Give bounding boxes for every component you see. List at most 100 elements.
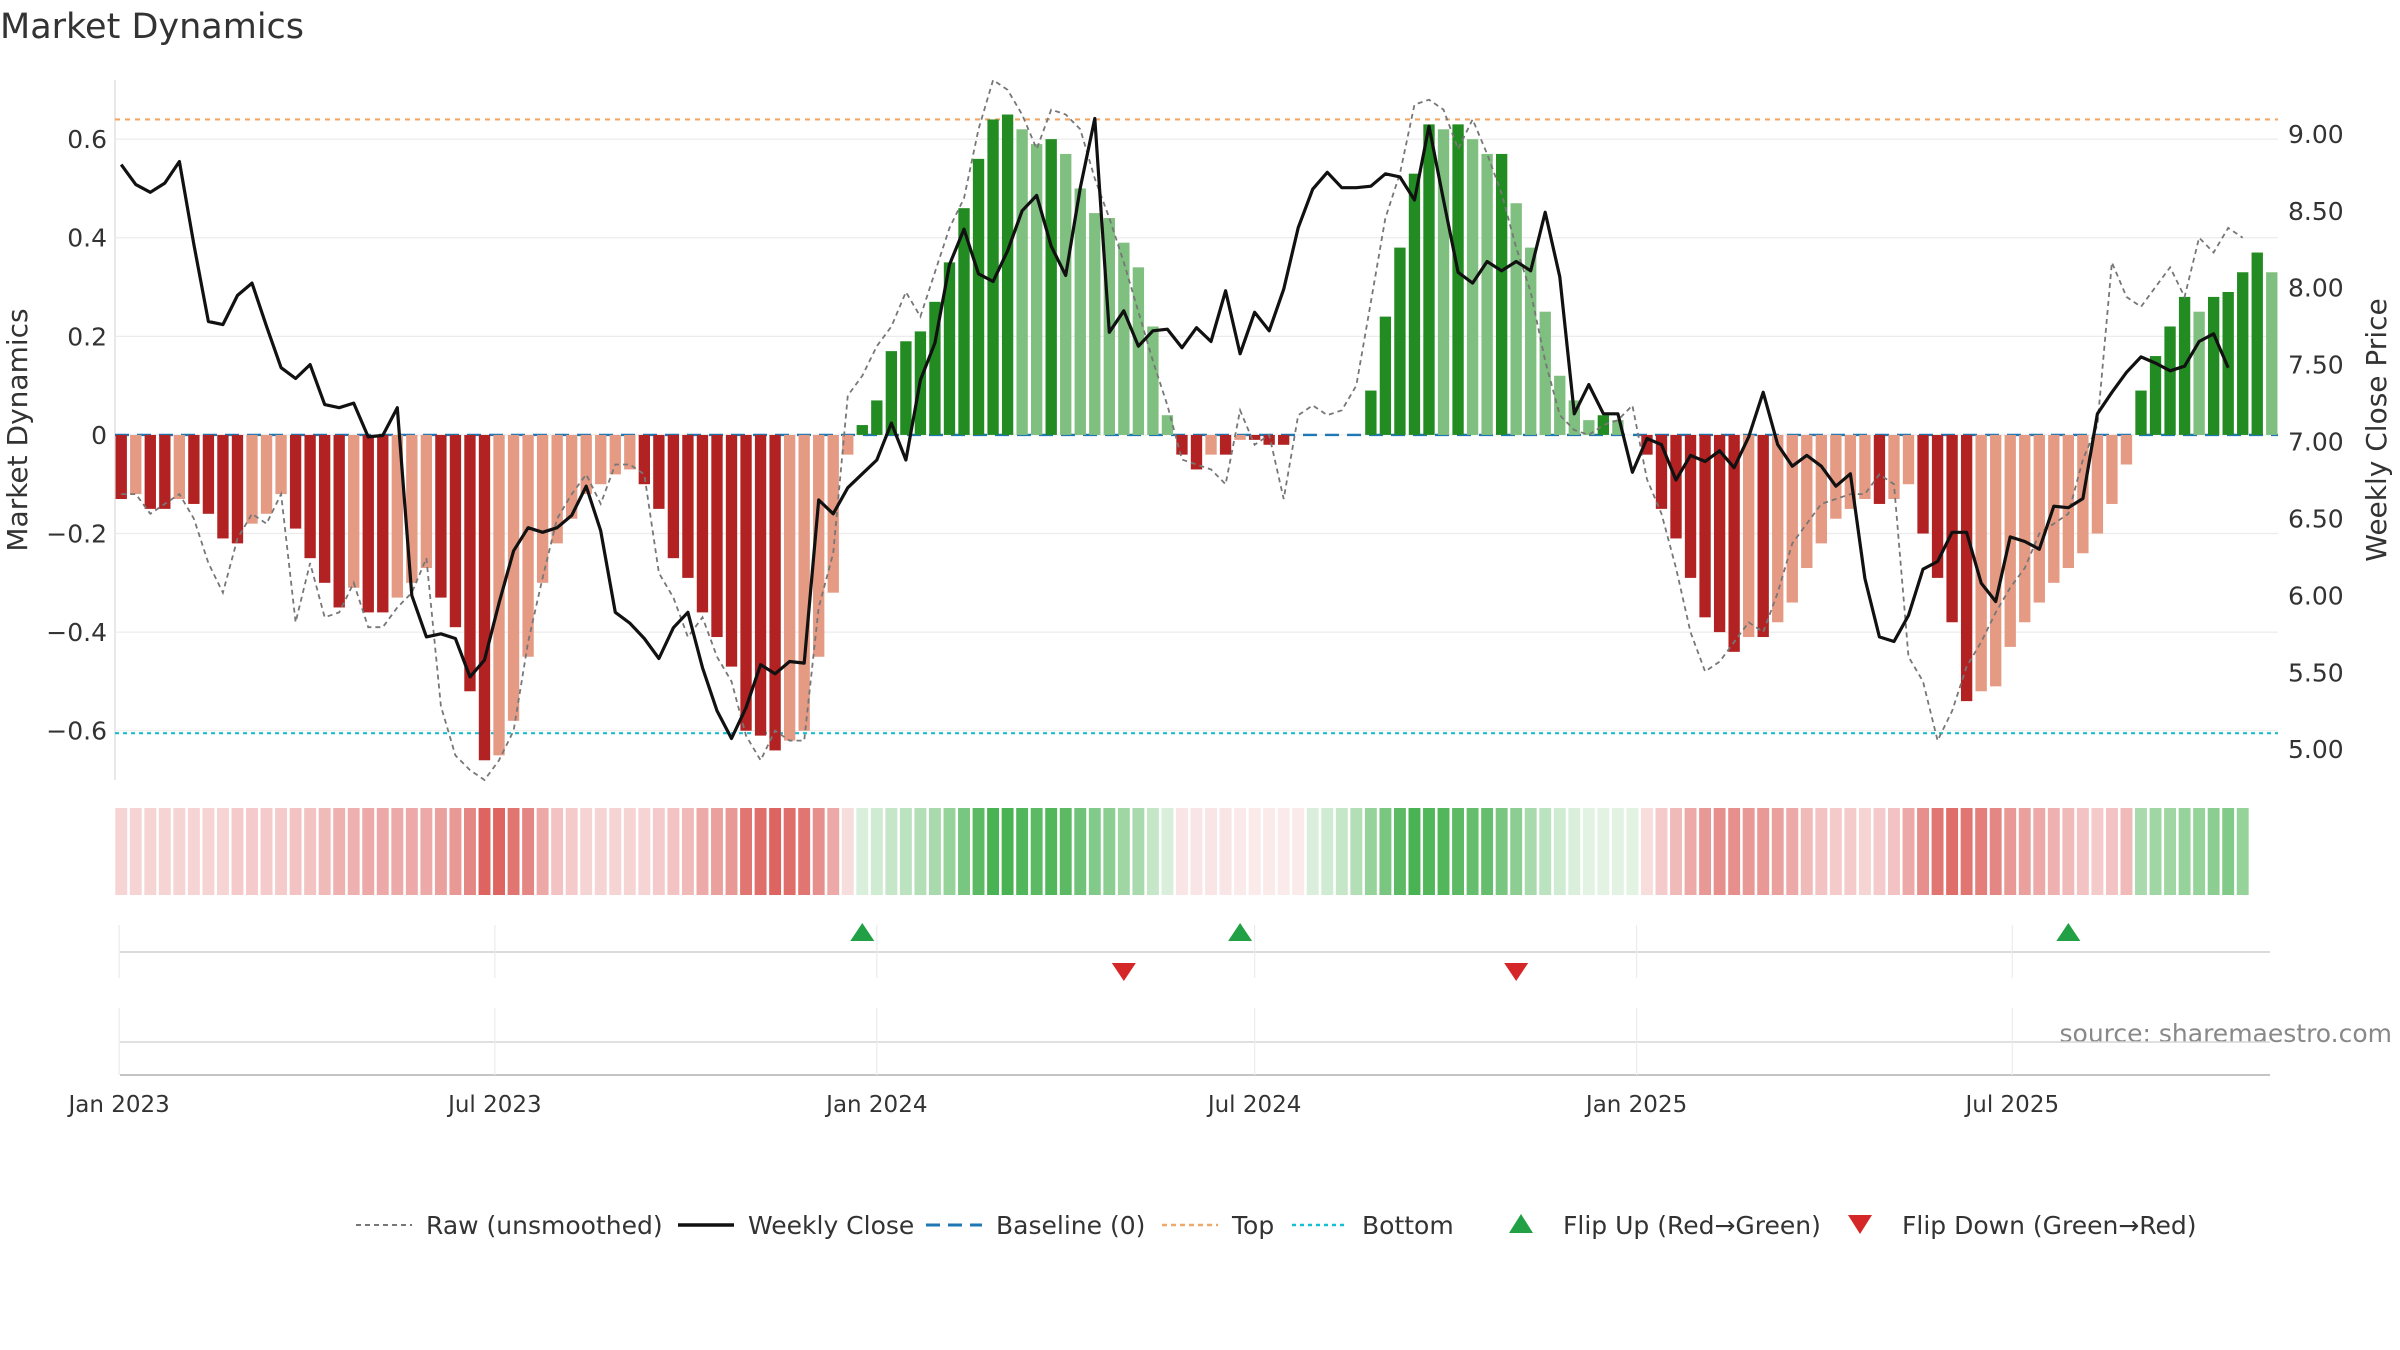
- histogram-bar: [754, 434, 767, 736]
- histogram-bar: [2207, 296, 2220, 435]
- histogram-bar: [1568, 400, 1580, 435]
- x-tick: Jan 2023: [66, 1092, 169, 1118]
- strip-cell: [1190, 808, 1203, 895]
- histogram-bar: [1931, 434, 1944, 578]
- histogram-bar: [406, 434, 418, 583]
- raw-unsmoothed-line: [121, 78, 2244, 782]
- strip-cell: [1960, 808, 1973, 895]
- x-tick: Jan 2024: [824, 1092, 927, 1118]
- strip-cell: [943, 808, 956, 895]
- histogram-bar: [609, 434, 621, 475]
- strip-cell: [173, 808, 186, 895]
- histogram-bar: [275, 434, 287, 495]
- histogram-bar: [1132, 267, 1145, 435]
- histogram-bar: [580, 434, 592, 495]
- y-tick-right: 8.50: [2288, 197, 2344, 226]
- legend-label: Top: [1231, 1211, 1274, 1240]
- histogram-bar: [1583, 420, 1595, 435]
- legend: Raw (unsmoothed) Weekly Close Baseline (0)…: [356, 1211, 2197, 1240]
- histogram-bar: [1960, 434, 1973, 702]
- histogram-bar: [188, 434, 200, 504]
- strip-cell: [667, 808, 680, 895]
- strip-cell: [522, 808, 535, 895]
- histogram-bar: [1205, 434, 1217, 455]
- strip-cell: [1088, 808, 1101, 895]
- histogram-bar: [1699, 434, 1711, 618]
- histogram-bar: [740, 434, 752, 731]
- strip-cell: [2135, 808, 2147, 895]
- histogram-bar: [842, 434, 854, 455]
- histogram-bar: [2106, 434, 2118, 504]
- histogram-bar: [696, 434, 709, 613]
- histogram-bar: [1757, 434, 1769, 638]
- histogram-bar: [2222, 291, 2234, 435]
- histogram-bar: [1481, 153, 1493, 435]
- histogram-bar: [1975, 434, 1987, 692]
- strip-cell: [1205, 808, 1217, 895]
- histogram-bar: [1684, 434, 1697, 578]
- strip-cell: [1553, 808, 1566, 895]
- x-tick: Jul 2024: [1206, 1092, 1302, 1118]
- strip-cell: [304, 808, 317, 895]
- strip-cell: [1800, 808, 1813, 895]
- x-tick: Jul 2025: [1963, 1092, 2059, 1118]
- strip-cell: [2018, 808, 2031, 895]
- strip-cell: [856, 808, 869, 895]
- histogram-bar: [115, 434, 127, 500]
- histogram-bar: [1495, 153, 1508, 435]
- legend-label: Bottom: [1362, 1211, 1454, 1240]
- flip-down-marker: [1111, 963, 1136, 981]
- strip-cell: [1364, 808, 1377, 895]
- legend-swatch-flip-down: [1848, 1215, 1872, 1234]
- histogram-bar: [536, 434, 549, 583]
- histogram-bar: [1539, 311, 1551, 435]
- histogram-bar: [1888, 434, 1900, 500]
- strip-cell: [623, 808, 636, 895]
- histogram-bar: [682, 434, 694, 578]
- histogram-bar: [667, 434, 680, 559]
- y-tick-left: −0.6: [46, 717, 107, 746]
- strip-cell: [347, 808, 360, 895]
- strip-cell: [1858, 808, 1871, 895]
- strip-cell: [740, 808, 753, 895]
- strip-cell: [798, 808, 811, 895]
- strip-cell: [1045, 808, 1058, 895]
- strip-cell: [246, 808, 258, 895]
- strip-cell: [2207, 808, 2220, 895]
- strip-cell: [1393, 808, 1406, 895]
- strip-cell: [376, 808, 389, 895]
- histogram-bar: [1612, 420, 1624, 435]
- chart-title: Market Dynamics: [0, 7, 304, 47]
- strip-cell: [420, 808, 433, 895]
- strip-cell: [1423, 808, 1435, 895]
- histogram-bar: [435, 434, 447, 598]
- histogram-bar: [1263, 434, 1275, 445]
- histogram-bar: [1219, 434, 1232, 455]
- legend-item: Baseline (0): [926, 1211, 1145, 1240]
- y-tick-right: 8.00: [2288, 274, 2344, 303]
- histogram-bar: [1917, 434, 1929, 534]
- histogram-bar: [231, 434, 244, 544]
- reference-lines: [115, 118, 2278, 735]
- histogram-bar: [1001, 114, 1014, 435]
- strip-cell: [1539, 808, 1552, 895]
- histogram-bar: [595, 434, 607, 485]
- strip-cell: [1335, 808, 1348, 895]
- strip-cell: [638, 808, 651, 895]
- strip-cell: [449, 808, 462, 895]
- legend-item: Flip Down (Green→Red): [1848, 1211, 2197, 1240]
- histogram-bar: [2062, 434, 2075, 569]
- legend-item: Raw (unsmoothed): [356, 1211, 663, 1240]
- empty-lower-panel: [118, 1008, 2270, 1076]
- strip-cell: [231, 808, 244, 895]
- histogram-bar: [624, 434, 636, 470]
- y-tick-left: 0.6: [67, 125, 107, 154]
- histogram-bar: [1437, 129, 1450, 435]
- strip-cell: [1234, 808, 1247, 895]
- strip-cell: [1728, 808, 1741, 895]
- legend-label: Flip Up (Red→Green): [1563, 1211, 1821, 1240]
- histogram-bar: [1118, 242, 1130, 435]
- strip-cell: [1132, 808, 1145, 895]
- histogram-bar: [798, 434, 810, 731]
- strip-cell: [681, 808, 694, 895]
